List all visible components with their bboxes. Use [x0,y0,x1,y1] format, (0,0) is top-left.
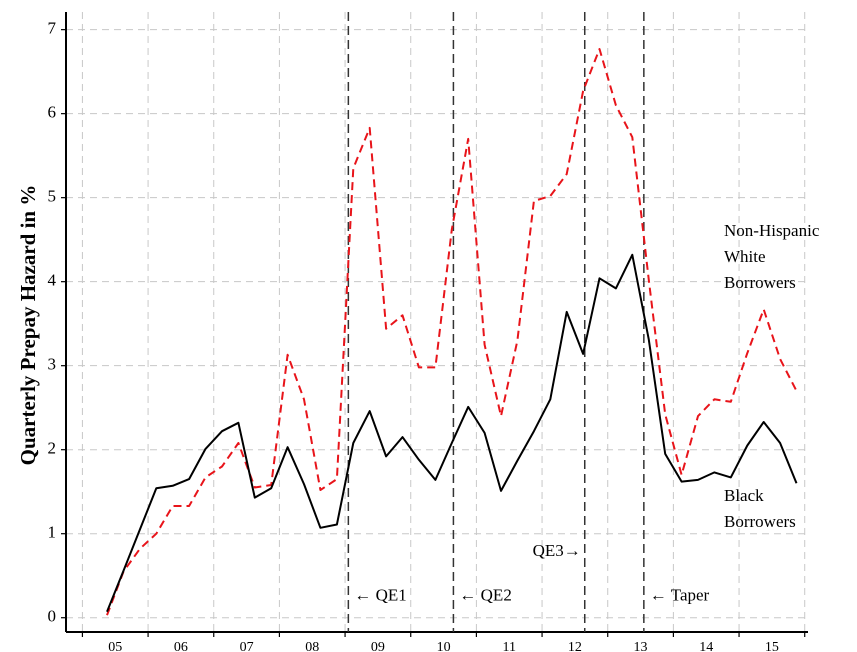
series-line [106,48,798,616]
y-tick-label: 4 [48,271,57,290]
x-tick-label: 11 [502,640,515,652]
y-tick-label: 0 [48,607,57,626]
y-tick-label: 6 [48,103,57,122]
event-label: ← QE2 [459,586,511,605]
series-label: Black Borrowers [724,486,796,531]
x-tick-label: 05 [108,640,122,652]
x-tick-label: 13 [634,640,648,652]
y-tick-label: 5 [48,187,57,206]
x-tick-label: 06 [174,640,188,652]
x-tick-label: 08 [305,640,319,652]
x-tick-label: 10 [437,640,451,652]
y-tick-label: 2 [48,439,57,458]
event-label: ← Taper [650,586,710,605]
x-tick-label: 07 [240,640,254,652]
y-axis-label: Quarterly Prepay Hazard in % [16,185,40,466]
x-tick-label: 09 [371,640,385,652]
x-tick-label: 14 [699,640,713,652]
x-tick-label: 12 [568,640,582,652]
y-tick-label: 7 [48,19,57,38]
y-tick-label: 1 [48,523,57,542]
series-line [106,253,798,613]
event-label: QE3→ [533,541,581,560]
x-tick-label: 15 [765,640,779,652]
series-label: Non-Hispanic White Borrowers [724,221,820,292]
y-tick-label: 3 [48,355,57,374]
event-label: ← QE1 [354,586,406,605]
